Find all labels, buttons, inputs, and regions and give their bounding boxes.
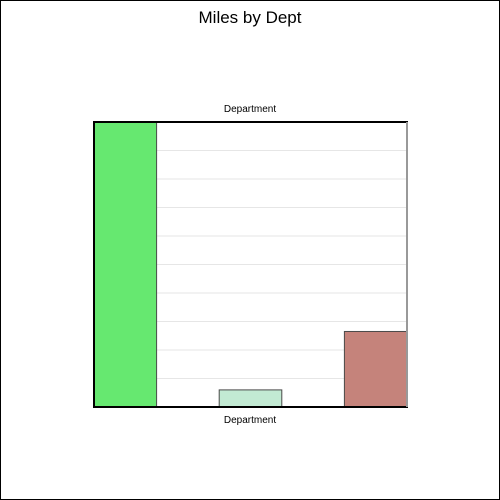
chart-title: Miles by Dept xyxy=(198,8,302,27)
x-axis-label-top: Department xyxy=(223,104,277,115)
x-axis-label-bottom: Department xyxy=(223,415,277,426)
bar xyxy=(93,121,158,408)
bar xyxy=(218,389,283,408)
bar xyxy=(343,330,408,408)
